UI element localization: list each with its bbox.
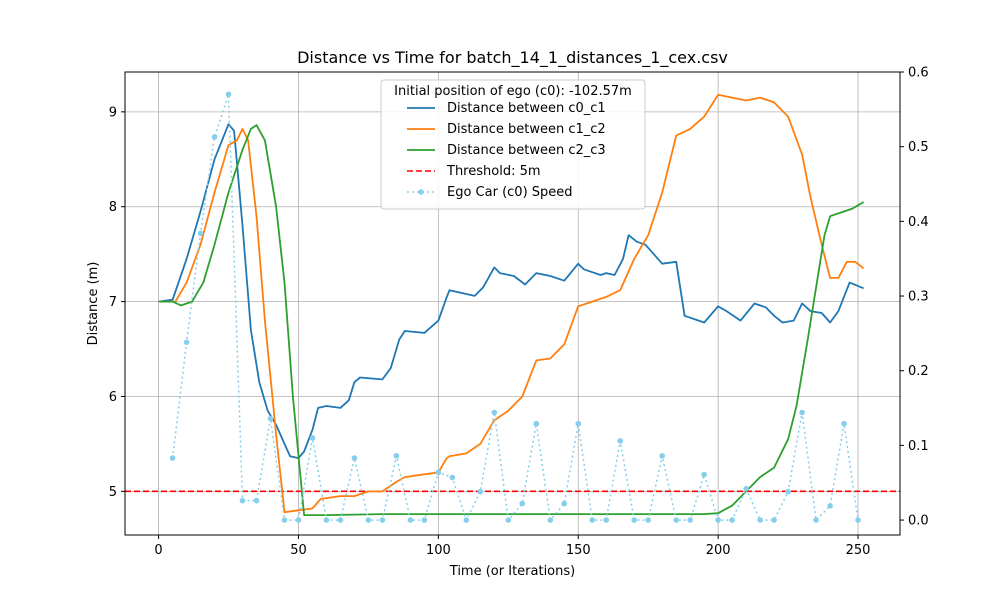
speed-point bbox=[379, 517, 386, 523]
speed-point bbox=[407, 517, 414, 523]
series-layer bbox=[125, 91, 900, 523]
legend-label: Ego Car (c0) Speed bbox=[447, 185, 573, 200]
x-tick-label: 50 bbox=[290, 543, 307, 558]
speed-point bbox=[645, 517, 651, 523]
y-tick-label: 7 bbox=[109, 295, 117, 310]
series-line-1 bbox=[158, 93, 865, 514]
speed-point bbox=[575, 420, 582, 427]
y-axis-label: Distance (m) bbox=[86, 262, 101, 346]
y2-tick-label: 0.1 bbox=[908, 439, 929, 454]
speed-point bbox=[421, 517, 428, 523]
speed-point bbox=[295, 517, 302, 523]
speed-point bbox=[239, 497, 246, 504]
y-tick-label: 9 bbox=[109, 105, 117, 120]
y-tick-label: 8 bbox=[109, 200, 117, 215]
speed-point bbox=[323, 517, 330, 523]
speed-point bbox=[225, 91, 232, 98]
speed-point bbox=[631, 517, 638, 523]
speed-point bbox=[267, 415, 274, 422]
speed-point bbox=[449, 474, 456, 481]
speed-point bbox=[309, 435, 316, 441]
series-line-2 bbox=[158, 124, 865, 516]
speed-point bbox=[253, 497, 260, 504]
speed-point bbox=[281, 517, 288, 523]
legend-title: Initial position of ego (c0): -102.57m bbox=[394, 84, 632, 99]
speed-point bbox=[687, 517, 693, 523]
speed-point bbox=[519, 500, 526, 507]
speed-point bbox=[855, 517, 861, 523]
speed-point bbox=[729, 517, 735, 523]
speed-point bbox=[617, 438, 624, 444]
speed-point bbox=[365, 517, 372, 523]
speed-point bbox=[197, 230, 204, 237]
speed-point bbox=[757, 517, 763, 523]
y2-tick-label: 0.2 bbox=[908, 364, 929, 379]
legend-swatch-marker bbox=[418, 189, 424, 195]
y2-tick-label: 0.6 bbox=[908, 66, 929, 81]
speed-point bbox=[673, 517, 679, 523]
speed-point bbox=[743, 485, 749, 492]
legend-label: Distance between c0_c1 bbox=[447, 101, 606, 116]
speed-point bbox=[701, 471, 707, 478]
x-tick-label: 150 bbox=[566, 543, 591, 558]
speed-point bbox=[659, 453, 665, 459]
speed-point bbox=[799, 409, 805, 416]
speed-point bbox=[841, 420, 847, 427]
speed-point bbox=[505, 517, 512, 523]
speed-point bbox=[183, 339, 190, 346]
y2-tick-label: 0.3 bbox=[908, 290, 929, 305]
speed-point bbox=[589, 517, 596, 523]
chart-title: Distance vs Time for batch_14_1_distance… bbox=[297, 48, 728, 68]
speed-point bbox=[771, 517, 777, 523]
x-axis-label: Time (or Iterations) bbox=[449, 564, 575, 579]
speed-point bbox=[715, 517, 721, 523]
legend: Initial position of ego (c0): -102.57m D… bbox=[380, 79, 646, 210]
speed-point bbox=[785, 488, 791, 495]
legend-label: Distance between c2_c3 bbox=[447, 143, 606, 158]
x-tick-label: 250 bbox=[846, 543, 871, 558]
speed-point bbox=[547, 517, 554, 523]
x-tick-label: 0 bbox=[154, 543, 162, 558]
speed-point bbox=[337, 517, 344, 523]
speed-point bbox=[477, 488, 484, 495]
speed-point bbox=[533, 420, 540, 427]
y-tick-label: 5 bbox=[109, 485, 117, 500]
speed-point bbox=[827, 503, 833, 509]
y2-tick-label: 0.0 bbox=[908, 514, 929, 529]
speed-point bbox=[393, 453, 400, 459]
legend-label: Distance between c1_c2 bbox=[447, 122, 606, 137]
y2-tick-label: 0.5 bbox=[908, 140, 929, 155]
speed-point bbox=[211, 134, 218, 140]
ticks: 0 50 100 150 200 250 5 6 7 8 9 0.0 0.1 0.2 0.3 0.4 0.5 0.… bbox=[109, 66, 929, 559]
speed-point bbox=[491, 409, 498, 416]
legend-box bbox=[380, 79, 646, 210]
y2-tick-label: 0.4 bbox=[908, 215, 929, 230]
speed-point bbox=[351, 455, 358, 461]
speed-point bbox=[435, 469, 442, 476]
speed-point bbox=[463, 517, 470, 523]
legend-entries: Distance between c0_c1 Distance between c… bbox=[407, 101, 606, 200]
speed-point bbox=[561, 500, 568, 507]
plot-frame bbox=[124, 71, 901, 536]
series-line-0 bbox=[158, 123, 864, 459]
x-tick-label: 200 bbox=[706, 543, 731, 558]
speed-point bbox=[813, 517, 819, 523]
legend-label: Threshold: 5m bbox=[446, 164, 541, 179]
x-tick-label: 100 bbox=[426, 543, 451, 558]
speed-point bbox=[603, 517, 610, 523]
y-tick-label: 6 bbox=[109, 390, 117, 405]
speed-point bbox=[169, 455, 176, 461]
